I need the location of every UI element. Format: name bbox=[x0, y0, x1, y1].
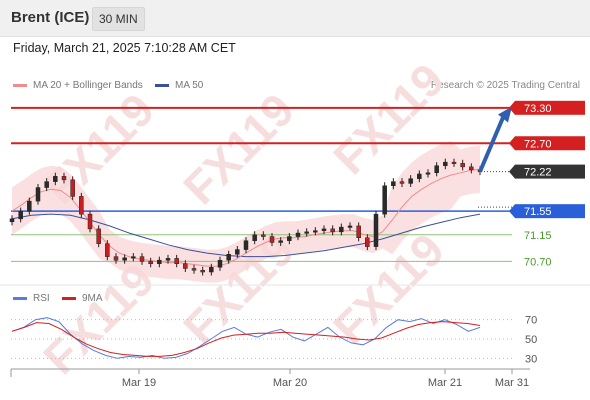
resistance-label-pointer bbox=[509, 136, 515, 151]
candle-body bbox=[269, 236, 275, 243]
candle-body bbox=[9, 218, 15, 223]
candle-body bbox=[165, 258, 171, 261]
candle-body bbox=[87, 213, 93, 230]
legend-ma20-swatch bbox=[13, 83, 27, 87]
legend-rsi-swatch bbox=[13, 296, 27, 300]
candle-body bbox=[18, 210, 23, 220]
candle-body bbox=[113, 256, 119, 261]
support-label-major: 71.55 bbox=[524, 206, 552, 218]
chart-header: Brent (ICE) 30 MIN bbox=[0, 0, 590, 37]
candle-body bbox=[252, 234, 257, 241]
candle-body bbox=[96, 228, 101, 244]
candle-body bbox=[278, 240, 283, 243]
legend-ma50-swatch bbox=[155, 83, 169, 87]
candle-body bbox=[139, 256, 145, 262]
candle-body bbox=[469, 166, 474, 171]
candle-body bbox=[339, 226, 344, 233]
candle-body bbox=[443, 161, 448, 166]
rsi-tick-label: 70 bbox=[525, 315, 537, 327]
candle-body bbox=[235, 249, 240, 255]
legend-ma50: MA 50 bbox=[155, 80, 203, 91]
last-price-label-pointer bbox=[509, 164, 515, 179]
candle-body bbox=[408, 178, 413, 184]
resistance-label-bg bbox=[515, 100, 585, 115]
candle-body bbox=[434, 165, 439, 174]
legend-ma20-bb: MA 20 + Bollinger Bands bbox=[13, 80, 143, 91]
forecast-arrow-shaft bbox=[478, 116, 505, 173]
candle-body bbox=[35, 187, 41, 202]
forecast-arrow-head bbox=[498, 106, 512, 123]
candle-body bbox=[217, 259, 223, 268]
rsi-tick-label: 30 bbox=[525, 353, 537, 365]
candle-body bbox=[391, 181, 396, 187]
x-tick-label: Mar 31 bbox=[495, 377, 529, 389]
candle-body bbox=[460, 163, 465, 168]
price-label: 71.15 bbox=[524, 230, 552, 242]
candle-body bbox=[399, 181, 405, 184]
candle-body bbox=[174, 258, 179, 264]
candle-body bbox=[200, 269, 205, 273]
candle-body bbox=[61, 176, 67, 181]
candle-body bbox=[382, 185, 387, 215]
x-tick-label: Mar 21 bbox=[428, 377, 462, 389]
candle-body bbox=[261, 234, 266, 237]
research-credit: Research © 2025 Trading Central bbox=[430, 80, 580, 91]
candle-body bbox=[304, 231, 309, 234]
candle-body bbox=[27, 200, 32, 212]
x-tick-label: Mar 20 bbox=[273, 377, 307, 389]
candle-body bbox=[425, 172, 431, 175]
rsi-ma-line bbox=[11, 321, 481, 357]
candle-body bbox=[356, 225, 361, 238]
legend-rsi-ma: 9MA bbox=[62, 293, 103, 304]
candle-body bbox=[44, 181, 49, 188]
support-label-major-pointer bbox=[509, 204, 515, 219]
candle-body bbox=[157, 259, 162, 264]
watermark-text: FX119 bbox=[173, 83, 304, 214]
candle-body bbox=[347, 225, 353, 228]
last-price-label-bg bbox=[515, 164, 585, 179]
legend-ma20-label: MA 20 + Bollinger Bands bbox=[33, 80, 143, 91]
resistance-label: 73.30 bbox=[524, 103, 552, 115]
candle-body bbox=[243, 240, 249, 250]
candle-body bbox=[148, 261, 153, 264]
x-tick-label: Mar 19 bbox=[122, 377, 156, 389]
legend-rsi: RSI bbox=[13, 293, 50, 304]
legend-rsi-ma-label: 9MA bbox=[82, 293, 103, 304]
timestamp: Friday, March 21, 2025 7:10:28 AM CET bbox=[13, 41, 236, 55]
price-label: 70.70 bbox=[524, 256, 552, 268]
legend-rsi-label: RSI bbox=[33, 293, 50, 304]
candle-body bbox=[226, 254, 231, 261]
resistance-label-bg bbox=[515, 136, 585, 151]
candle-body bbox=[373, 213, 379, 247]
candle-body bbox=[53, 176, 58, 182]
support-label-major-bg bbox=[515, 204, 585, 219]
candle-body bbox=[287, 236, 292, 241]
candle-body bbox=[70, 179, 75, 197]
candle-body bbox=[295, 232, 301, 237]
candle-body bbox=[451, 161, 457, 164]
candle-body bbox=[330, 228, 335, 233]
candle-body bbox=[417, 173, 422, 179]
last-price-label: 72.22 bbox=[524, 167, 552, 179]
timeframe-button[interactable]: 30 MIN bbox=[92, 7, 145, 31]
candle-body bbox=[365, 237, 370, 247]
resistance-label: 72.70 bbox=[524, 138, 552, 150]
candle-body bbox=[122, 257, 127, 261]
legend-ma50-label: MA 50 bbox=[175, 80, 204, 91]
instrument-title: Brent (ICE) bbox=[11, 9, 90, 26]
candle-body bbox=[191, 268, 197, 271]
candle-body bbox=[321, 228, 327, 231]
candle-body bbox=[79, 196, 84, 215]
legend-rsi-ma-swatch bbox=[62, 296, 76, 300]
resistance-label-pointer bbox=[509, 100, 515, 115]
candle-body bbox=[105, 243, 110, 257]
candle-body bbox=[131, 256, 136, 259]
candle-body bbox=[209, 267, 214, 273]
rsi-tick-label: 50 bbox=[525, 334, 537, 346]
bollinger-band bbox=[12, 140, 480, 283]
candle-body bbox=[313, 230, 318, 233]
candle-body bbox=[183, 263, 188, 269]
